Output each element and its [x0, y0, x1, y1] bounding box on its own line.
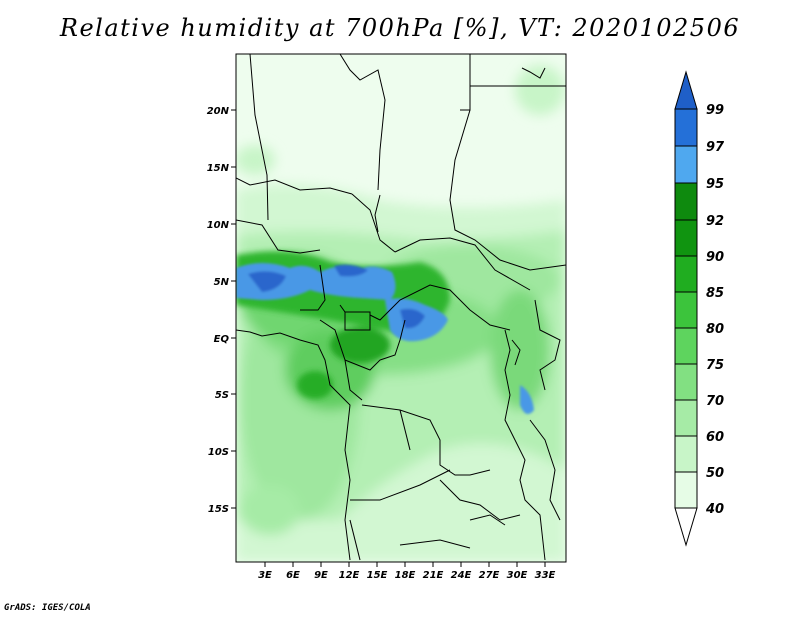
colorbar-bin-97-99 [674, 108, 698, 147]
lat-tick-10S: 10S [208, 447, 236, 458]
chart-title: Relative humidity at 700hPa [%], VT: 202… [59, 14, 741, 42]
lat-tick-15S: 15S [208, 504, 236, 515]
colorbar-bin-85-90 [674, 255, 698, 293]
lon-tick-15E: 15E [367, 562, 388, 581]
svg-text:5N: 5N [214, 277, 230, 288]
colorbar-bottom-arrow [674, 507, 698, 547]
svg-text:30E: 30E [507, 570, 528, 581]
colorbar-label-97: 97 [706, 140, 725, 155]
svg-text:10S: 10S [208, 447, 229, 458]
lon-tick-27E: 27E [479, 562, 500, 581]
lon-tick-9E: 9E [314, 562, 328, 581]
svg-text:18E: 18E [395, 570, 416, 581]
svg-text:10N: 10N [207, 220, 230, 231]
colorbar-bin-80-85 [674, 291, 698, 329]
colorbar-label-95: 95 [706, 177, 724, 192]
colorbar-bin-90-92 [674, 219, 698, 257]
lat-tick-EQ: EQ [214, 334, 236, 345]
lat-tick-5S: 5S [215, 390, 236, 401]
colorbar-bin-40-50 [674, 471, 698, 509]
lon-tick-24E: 24E [451, 562, 472, 581]
colorbar-bin-50-60 [674, 435, 698, 473]
svg-text:EQ: EQ [214, 334, 230, 345]
lon-tick-30E: 30E [507, 562, 528, 581]
svg-text:9E: 9E [314, 570, 328, 581]
svg-text:15N: 15N [207, 163, 230, 174]
svg-text:20N: 20N [207, 106, 230, 117]
svg-text:3E: 3E [258, 570, 272, 581]
lat-tick-5N: 5N [214, 277, 236, 288]
colorbar-label-70: 70 [706, 394, 724, 409]
colorbar-top-arrow [674, 70, 698, 110]
lon-tick-18E: 18E [395, 562, 416, 581]
lon-tick-3E: 3E [258, 562, 272, 581]
map-frame [235, 53, 567, 563]
svg-text:6E: 6E [286, 570, 300, 581]
svg-text:15E: 15E [367, 570, 388, 581]
colorbar-label-80: 80 [706, 322, 724, 337]
colorbar-bin-75-80 [674, 327, 698, 365]
svg-text:5S: 5S [215, 390, 229, 401]
lon-tick-12E: 12E [339, 562, 360, 581]
colorbar-label-40: 40 [705, 502, 724, 517]
svg-text:12E: 12E [339, 570, 360, 581]
svg-text:27E: 27E [479, 570, 500, 581]
country-borders [236, 54, 566, 561]
colorbar-label-85: 85 [706, 286, 724, 301]
svg-text:33E: 33E [535, 570, 556, 581]
colorbar-bin-95-97 [674, 145, 698, 184]
lon-tick-21E: 21E [423, 562, 444, 581]
colorbar-label-50: 50 [706, 466, 724, 481]
colorbar-label-75: 75 [706, 358, 724, 373]
colorbar-bin-70-75 [674, 363, 698, 401]
colorbar-label-90: 90 [706, 250, 724, 265]
colorbar-label-60: 60 [706, 430, 724, 445]
latitude-axis: 20N 15N 10N 5N EQ 5S 10S 15S [207, 106, 236, 515]
lon-tick-6E: 6E [286, 562, 300, 581]
colorbar-label-99: 99 [706, 103, 724, 118]
humidity-field [236, 54, 566, 562]
credit-text: GrADS: IGES/COLA [4, 603, 91, 613]
svg-text:21E: 21E [423, 570, 444, 581]
lat-tick-20N: 20N [207, 106, 236, 117]
lat-tick-15N: 15N [207, 163, 236, 174]
svg-text:24E: 24E [451, 570, 472, 581]
colorbar-label-92: 92 [706, 214, 724, 229]
colorbar: 40 50 60 70 75 80 85 90 92 95 97 99 [674, 70, 725, 547]
lat-tick-10N: 10N [207, 220, 236, 231]
lon-tick-33E: 33E [535, 562, 556, 581]
colorbar-bin-92-95 [674, 182, 698, 221]
colorbar-bin-60-70 [674, 399, 698, 437]
svg-text:15S: 15S [208, 504, 229, 515]
longitude-axis: 3E 6E 9E 12E 15E 18E 21E 24E 27E 30E 33E [258, 562, 556, 581]
